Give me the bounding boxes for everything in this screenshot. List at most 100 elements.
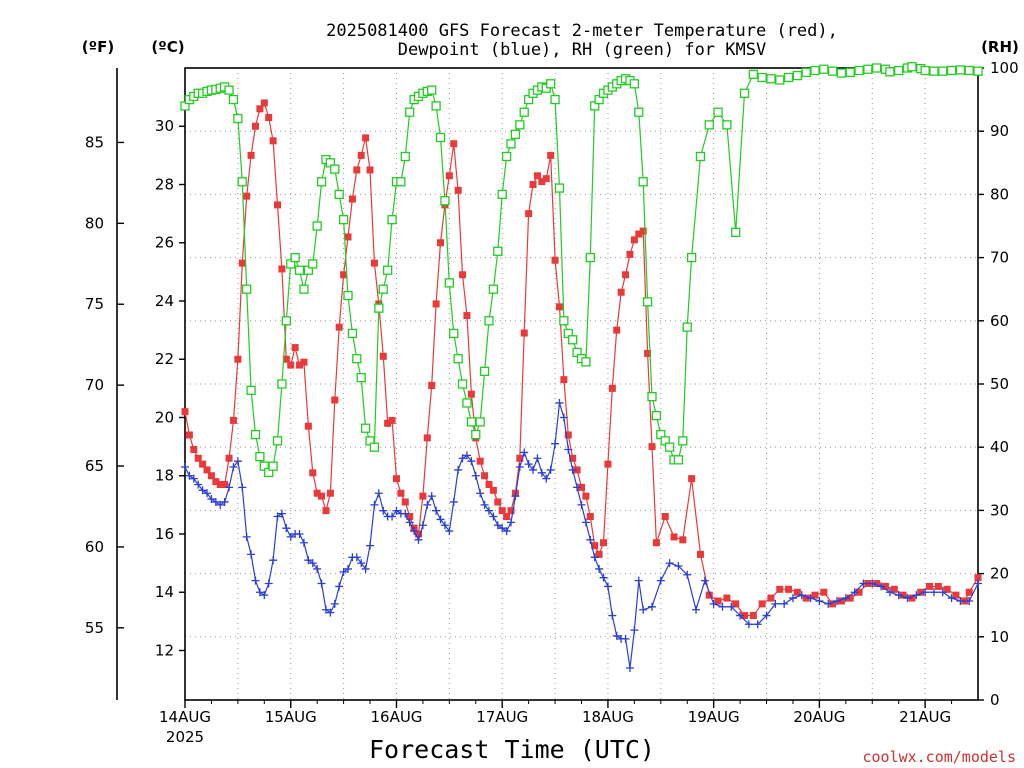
dewpoint-point xyxy=(533,454,542,463)
rh-point xyxy=(647,391,657,402)
temperature-point xyxy=(820,588,828,596)
dewpoint-point xyxy=(493,521,502,530)
temperature-point xyxy=(595,550,603,558)
dewpoint-point xyxy=(595,564,604,573)
rh-point xyxy=(863,64,873,74)
dewpoint-point xyxy=(357,559,366,568)
dewpoint-point xyxy=(850,588,859,597)
temperature-point xyxy=(353,166,361,174)
dewpoint-point xyxy=(573,483,582,492)
rh-point xyxy=(369,442,380,452)
x-tick-label: 14AUG xyxy=(159,708,211,726)
temperature-point xyxy=(652,539,660,547)
temperature-point xyxy=(811,591,819,599)
dewpoint-point xyxy=(194,480,203,489)
temperature-point xyxy=(199,460,207,468)
dewpoint-point xyxy=(282,524,291,533)
dewpoint-point xyxy=(709,599,718,608)
temperature-point xyxy=(873,580,881,588)
temperature-point xyxy=(274,201,282,209)
rh-unit-label: (RH) xyxy=(981,38,1019,56)
temperature-point xyxy=(348,195,356,203)
rh-point xyxy=(581,357,591,367)
celsius-tick-label: 22 xyxy=(155,350,174,368)
dewpoint-point xyxy=(418,521,427,530)
dewpoint-point xyxy=(388,512,397,521)
temperature-point xyxy=(670,533,678,541)
fahrenheit-tick-label: 65 xyxy=(85,457,104,475)
rh-point xyxy=(338,215,349,225)
dewpoint-point xyxy=(189,474,198,483)
temperature-point xyxy=(313,489,321,497)
dewpoint-point xyxy=(551,439,560,448)
rh-point xyxy=(277,379,287,389)
temperature-point xyxy=(917,588,925,596)
temperature-point xyxy=(384,419,392,427)
dewpoint-point xyxy=(269,556,278,565)
dewpoint-point xyxy=(392,506,401,515)
rh-point xyxy=(475,417,485,427)
temperature-point xyxy=(705,591,713,599)
rh-point xyxy=(246,385,256,395)
dewpoint-point xyxy=(484,506,493,515)
dewpoint-point xyxy=(260,591,269,600)
dewpoint-point xyxy=(255,588,264,597)
chart-title-line2: Dewpoint (blue), RH (green) for KMSV xyxy=(398,40,766,60)
temperature-point xyxy=(661,513,669,521)
temperature-point xyxy=(529,180,537,188)
dewpoint-point xyxy=(295,529,304,538)
dewpoint-point xyxy=(542,474,551,483)
celsius-tick-label: 20 xyxy=(155,408,174,426)
temperature-point xyxy=(489,486,497,494)
rh-point xyxy=(281,316,291,326)
dewpoint-point xyxy=(744,620,753,629)
rh-tick-label: 70 xyxy=(990,249,1009,267)
dewpoint-point xyxy=(965,596,974,605)
dewpoint-point xyxy=(401,509,410,518)
dewpoint-point xyxy=(903,594,912,603)
temperature-point xyxy=(251,122,259,130)
temperature-point xyxy=(481,472,489,480)
temperature-point xyxy=(776,585,784,593)
dewpoint-point xyxy=(458,454,467,463)
rh-point xyxy=(739,88,750,98)
rh-point xyxy=(237,177,247,187)
dewpoint-point xyxy=(233,457,242,466)
fahrenheit-unit-label: (ºF) xyxy=(82,38,114,56)
dewpoint-point xyxy=(824,599,833,608)
rh-point xyxy=(894,65,904,76)
temperature-point xyxy=(476,457,484,465)
rh-point xyxy=(713,107,723,117)
rh-point xyxy=(272,436,283,446)
x-tick-label: 16AUG xyxy=(370,708,422,726)
dewpoint-point xyxy=(612,631,621,640)
dewpoint-point xyxy=(216,500,225,509)
rh-point xyxy=(290,252,300,263)
rh-point xyxy=(559,316,569,326)
rh-point xyxy=(374,303,384,313)
dewpoint-point xyxy=(370,500,379,509)
dewpoint-point xyxy=(405,518,414,527)
fahrenheit-tick-label: 55 xyxy=(85,619,104,637)
rh-point xyxy=(440,196,450,206)
temperature-point xyxy=(366,166,374,174)
dewpoint-point xyxy=(815,596,824,605)
rh-point xyxy=(673,455,684,465)
dewpoint-point xyxy=(251,576,260,585)
rh-point xyxy=(356,373,366,383)
rh-point xyxy=(973,66,983,76)
temperature-point xyxy=(608,384,616,392)
temperature-point xyxy=(243,192,251,200)
x-year-label: 2025 xyxy=(166,728,204,746)
x-tick-label: 17AUG xyxy=(476,708,528,726)
rh-point xyxy=(585,252,595,263)
dewpoint-point xyxy=(788,594,797,603)
dewpoint-point xyxy=(423,500,432,509)
temperature-point xyxy=(974,574,982,582)
temperature-point xyxy=(908,594,916,602)
rh-point xyxy=(546,79,556,89)
dewpoint-point xyxy=(489,512,498,521)
rh-point xyxy=(405,107,415,117)
temperature-point xyxy=(406,513,414,521)
temperature-point xyxy=(732,600,740,608)
